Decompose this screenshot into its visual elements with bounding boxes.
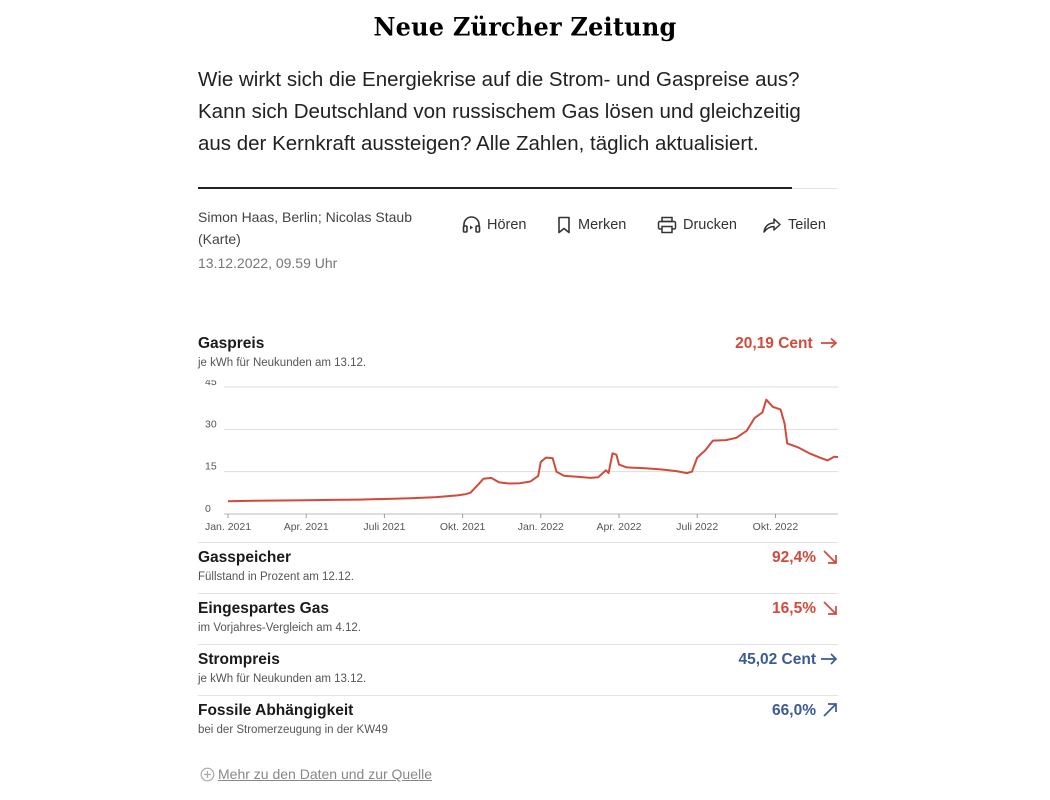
x-tick-label: Jan. 2022 [518,521,564,533]
share-button[interactable]: Teilen [762,216,826,234]
indicator-title: Fossile Abhängigkeit [198,702,354,719]
y-tick-label: 30 [205,418,217,430]
indicator-row-fossil-dependency[interactable]: Fossile Abhängigkeit bei der Stromerzeug… [198,695,838,746]
arrow-down-right-icon [823,601,837,615]
bookmark-button[interactable]: Merken [556,216,626,234]
listen-button[interactable]: Hören [462,216,527,233]
listen-label: Hören [487,216,527,233]
arrow-right-icon [821,337,838,349]
indicator-value: 66,0% [772,702,816,719]
masthead-logo[interactable]: Neue Zürcher Zeitung [373,11,677,42]
gas-chart-subtitle: je kWh für Neukunden am 13.12. [198,357,367,369]
share-icon [763,218,781,233]
bookmark-icon [558,216,570,234]
gas-price-chart: 0 15 30 45 Jan. 2021 Apr. 2021 Juli 2021 Okt. 2… [205,380,838,533]
arrow-up-right-icon [823,703,837,717]
more-data-label: Mehr zu den Daten und zur Quelle [218,766,433,782]
indicator-subtitle: Füllstand in Prozent am 12.12. [198,571,354,583]
divider-strong [198,187,792,189]
x-tick-label: Juli 2022 [676,521,718,533]
indicator-subtitle: im Vorjahres-Vergleich am 4.12. [198,622,361,634]
x-tick-label: Apr. 2022 [597,521,642,533]
indicator-row-gas-storage[interactable]: Gasspeicher Füllstand in Prozent am 12.1… [198,542,838,593]
print-label: Drucken [683,217,737,233]
gas-chart-title: Gaspreis [198,335,265,352]
indicator-subtitle: bei der Stromerzeugung in der KW49 [198,724,388,736]
printer-icon [657,216,677,234]
arrow-right-icon [821,653,838,665]
gas-price-value-text: 20,19 Cent [735,335,813,352]
print-button[interactable]: Drucken [657,216,737,234]
article-lead: Wie wirkt sich die Energiekrise auf die … [198,68,801,155]
indicator-value: 16,5% [772,600,816,617]
indicator-subtitle: je kWh für Neukunden am 13.12. [198,673,367,685]
indicator-title: Gasspeicher [198,549,292,566]
headphones-icon [462,216,481,233]
y-tick-label: 15 [205,461,217,473]
x-tick-label: Okt. 2021 [440,521,486,533]
x-tick-label: Jan. 2021 [205,521,251,533]
gas-price-line [227,398,838,503]
bookmark-label: Merken [578,217,627,233]
divider-light [792,188,838,189]
y-tick-label: 45 [205,380,217,388]
indicator-title: Strompreis [198,651,280,668]
indicator-row-saved-gas[interactable]: Eingespartes Gas im Vorjahres-Vergleich … [198,593,838,644]
plus-circle-icon [200,767,215,781]
byline-authors: Simon Haas, Berlin; Nicolas Staub (Karte… [198,209,412,247]
indicator-value: 45,02 Cent [738,651,816,668]
indicator-title: Eingespartes Gas [198,600,329,617]
indicator-row-power-price[interactable]: Strompreis je kWh für Neukunden am 13.12… [198,644,838,695]
more-data-link[interactable]: Mehr zu den Daten und zur Quelle [200,766,432,782]
x-tick-label: Okt. 2022 [753,521,799,533]
byline-date: 13.12.2022, 09.59 Uhr [198,255,338,271]
indicator-value: 92,4% [772,549,816,566]
x-tick-label: Juli 2021 [363,521,405,533]
share-label: Teilen [788,217,826,233]
x-tick-label: Apr. 2021 [284,521,329,533]
y-tick-label: 0 [205,503,211,515]
arrow-down-right-icon [823,550,837,564]
gas-price-value[interactable]: 20,19 Cent [735,335,838,353]
